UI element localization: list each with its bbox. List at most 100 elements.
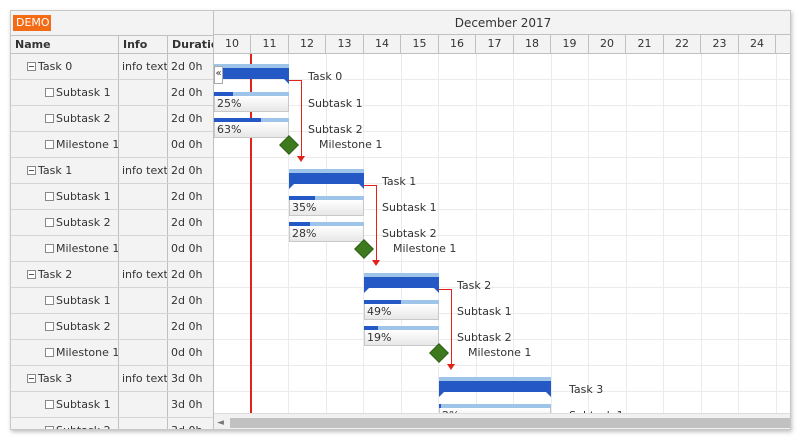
cell-duration: 2d 0h (167, 80, 213, 105)
day-cell: 19 (552, 35, 589, 54)
scroll-left-arrow-icon[interactable]: ◄ (217, 418, 224, 428)
grid-row[interactable]: Milestone 1 0d 0h (11, 236, 213, 262)
task-bar-task1-subtask1[interactable]: 35% (289, 196, 364, 216)
cell-name: Subtask 1 (11, 288, 118, 313)
grid-row[interactable]: Milestone 1 0d 0h (11, 340, 213, 366)
bar-label-subtask: Subtask 1 (382, 201, 437, 214)
cell-info (118, 132, 167, 157)
progress-text: 25% (214, 96, 289, 112)
cell-info (118, 80, 167, 105)
collapse-toggle-icon[interactable] (27, 62, 36, 71)
grid-row[interactable]: Subtask 1 2d 0h (11, 80, 213, 106)
milestone-diamond-icon[interactable] (354, 239, 374, 259)
row-name-text: Task 1 (38, 164, 73, 177)
cell-duration: 2d 0h (167, 54, 213, 79)
summary-bar-task-2[interactable] (364, 273, 439, 293)
task-bar-task2-subtask2[interactable]: 19% (364, 326, 439, 346)
bar-label-subtask: Subtask 2 (457, 331, 512, 344)
column-header-name[interactable]: Name (11, 35, 118, 54)
grid-row[interactable]: Subtask 2 3d 0h (11, 418, 213, 429)
day-cell: 24 (739, 35, 776, 54)
row-name-text: Subtask 2 (56, 320, 111, 333)
cell-info: info text (118, 158, 167, 183)
day-cell: 15 (402, 35, 439, 54)
cell-name: Subtask 2 (11, 210, 118, 235)
collapse-toggle-icon[interactable] (27, 166, 36, 175)
grid-row[interactable]: Milestone 1 0d 0h (11, 132, 213, 158)
task-bar-task1-subtask2[interactable]: 28% (289, 222, 364, 242)
grid-row[interactable]: Subtask 1 3d 0h (11, 392, 213, 418)
cell-info (118, 210, 167, 235)
checkbox-icon[interactable] (45, 140, 54, 149)
cell-duration: 0d 0h (167, 236, 213, 261)
cell-info: info text (118, 366, 167, 391)
checkbox-icon[interactable] (45, 88, 54, 97)
checkbox-icon[interactable] (45, 426, 54, 429)
cell-duration: 3d 0h (167, 392, 213, 417)
column-header-duration[interactable]: Duratio (167, 35, 213, 54)
cell-name: Subtask 2 (11, 106, 118, 131)
milestone-diamond-icon[interactable] (279, 135, 299, 155)
day-cell: 22 (664, 35, 701, 54)
grid-row[interactable]: Subtask 2 2d 0h (11, 210, 213, 236)
cell-duration: 2d 0h (167, 288, 213, 313)
cell-info (118, 392, 167, 417)
day-cell: 17 (477, 35, 514, 54)
checkbox-icon[interactable] (45, 296, 54, 305)
horizontal-scrollbar[interactable]: ◄ (214, 413, 790, 429)
task-bar-task2-subtask1[interactable]: 49% (364, 300, 439, 320)
scrollbar-thumb[interactable] (230, 418, 790, 428)
grid-row[interactable]: Task 0 info text 2d 0h (11, 54, 213, 80)
milestone-diamond-icon[interactable] (429, 343, 449, 363)
summary-bar-task-3[interactable] (439, 377, 551, 397)
cell-duration: 3d 0h (167, 366, 213, 391)
checkbox-icon[interactable] (45, 192, 54, 201)
grid-row[interactable]: Subtask 2 2d 0h (11, 106, 213, 132)
checkbox-icon[interactable] (45, 218, 54, 227)
gantt-chart: December 2017 10 11 12 13 14 15 16 17 18 19 20 21 22… (214, 11, 790, 429)
column-header-info[interactable]: Info (118, 35, 167, 54)
row-name-text: Subtask 2 (56, 424, 111, 429)
progress-text: 28% (289, 226, 364, 242)
grid-row[interactable]: Task 2 info text 2d 0h (11, 262, 213, 288)
grid-row[interactable]: Subtask 2 2d 0h (11, 314, 213, 340)
cell-duration: 0d 0h (167, 340, 213, 365)
summary-bar-task-0[interactable] (214, 64, 289, 84)
bar-label-subtask: Subtask 2 (382, 227, 437, 240)
task-bar-task0-subtask2[interactable]: 63% (214, 118, 289, 138)
row-name-text: Subtask 1 (56, 294, 111, 307)
row-name-text: Task 2 (38, 268, 73, 281)
grid-row[interactable]: Subtask 1 2d 0h (11, 288, 213, 314)
collapse-toggle-icon[interactable] (27, 374, 36, 383)
cell-duration: 2d 0h (167, 210, 213, 235)
bar-label-subtask: Subtask 1 (457, 305, 512, 318)
day-header: 1011121314151617181920212223242 (214, 35, 790, 54)
bar-label-task-0: Task 0 (308, 70, 343, 83)
row-name-text: Subtask 2 (56, 216, 111, 229)
task-bar-task0-subtask1[interactable]: 25% (214, 92, 289, 112)
checkbox-icon[interactable] (45, 244, 54, 253)
task-grid: DEMO Name Info Duratio Task 0 info text 2d… (11, 11, 214, 429)
collapse-arrow-icon[interactable]: « (214, 66, 223, 84)
collapse-toggle-icon[interactable] (27, 270, 36, 279)
grid-row[interactable]: Subtask 1 2d 0h (11, 184, 213, 210)
cell-duration: 0d 0h (167, 132, 213, 157)
checkbox-icon[interactable] (45, 322, 54, 331)
cell-duration: 2d 0h (167, 158, 213, 183)
milestone-label: Milestone 1 (319, 138, 383, 151)
bar-label-task-1: Task 1 (382, 175, 417, 188)
row-name-text: Milestone 1 (56, 138, 118, 151)
row-name-text: Subtask 1 (56, 86, 111, 99)
row-name-text: Subtask 1 (56, 190, 111, 203)
cell-name: Subtask 1 (11, 80, 118, 105)
checkbox-icon[interactable] (45, 400, 54, 409)
grid-row[interactable]: Task 3 info text 3d 0h (11, 366, 213, 392)
month-header: December 2017 (214, 11, 790, 35)
grid-row[interactable]: Task 1 info text 2d 0h (11, 158, 213, 184)
checkbox-icon[interactable] (45, 348, 54, 357)
checkbox-icon[interactable] (45, 114, 54, 123)
cell-duration: 3d 0h (167, 418, 213, 429)
day-cell: 23 (702, 35, 739, 54)
cell-info (118, 340, 167, 365)
summary-bar-task-1[interactable] (289, 169, 364, 189)
